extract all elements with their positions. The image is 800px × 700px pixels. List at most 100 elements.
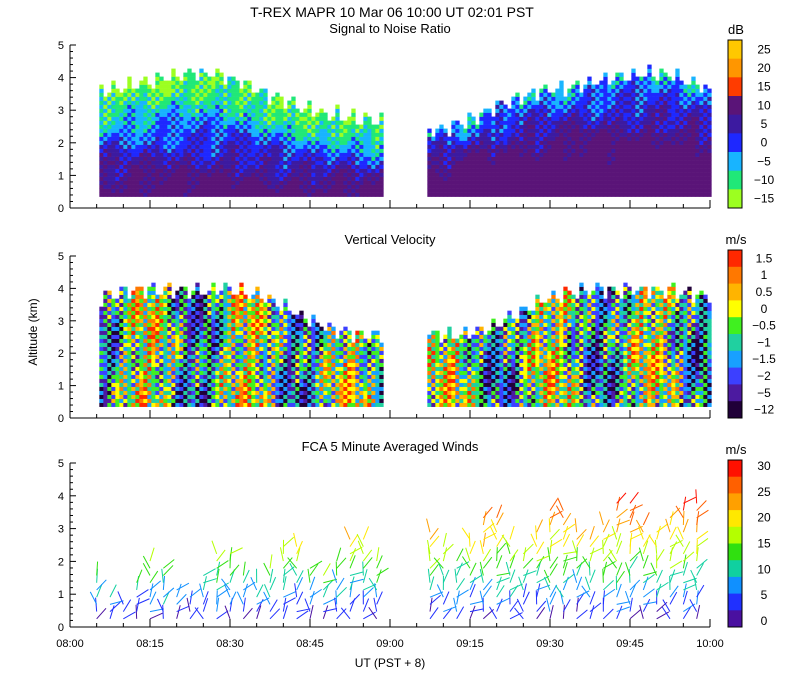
heatmap-cell bbox=[599, 144, 604, 149]
heatmap-cell bbox=[591, 188, 596, 193]
heatmap-cell bbox=[115, 366, 120, 371]
heatmap-cell bbox=[191, 302, 196, 307]
heatmap-cell bbox=[355, 132, 360, 137]
heatmap-cell bbox=[519, 120, 524, 125]
heatmap-cell bbox=[251, 350, 256, 355]
heatmap-cell bbox=[599, 112, 604, 117]
heatmap-cell bbox=[679, 128, 684, 133]
heatmap-cell bbox=[195, 156, 200, 161]
heatmap-cell bbox=[643, 92, 648, 97]
heatmap-cell bbox=[247, 144, 252, 149]
heatmap-cell bbox=[595, 148, 600, 153]
heatmap-cell bbox=[691, 160, 696, 165]
heatmap-cell bbox=[171, 140, 176, 145]
heatmap-cell bbox=[659, 76, 664, 81]
heatmap-cell bbox=[367, 120, 372, 125]
heatmap-cell bbox=[215, 394, 220, 399]
heatmap-cell bbox=[127, 188, 132, 193]
heatmap-cell bbox=[559, 192, 564, 197]
heatmap-cell bbox=[571, 192, 576, 197]
heatmap-cell bbox=[351, 124, 356, 129]
heatmap-cell bbox=[367, 168, 372, 173]
heatmap-cell bbox=[303, 128, 308, 133]
heatmap-cell bbox=[647, 172, 652, 177]
heatmap-cell bbox=[107, 366, 112, 371]
heatmap-cell bbox=[643, 132, 648, 137]
heatmap-cell bbox=[555, 192, 560, 197]
heatmap-cell bbox=[183, 100, 188, 105]
heatmap-cell bbox=[507, 108, 512, 113]
heatmap-cell bbox=[659, 164, 664, 169]
heatmap-cell bbox=[147, 374, 152, 379]
heatmap-cell bbox=[171, 176, 176, 181]
heatmap-cell bbox=[679, 184, 684, 189]
heatmap-cell bbox=[191, 168, 196, 173]
heatmap-cell bbox=[171, 342, 176, 347]
heatmap-cell bbox=[203, 180, 208, 185]
heatmap-cell bbox=[103, 160, 108, 165]
heatmap-cell bbox=[611, 108, 616, 113]
heatmap-cell bbox=[127, 370, 132, 375]
heatmap-cell bbox=[447, 152, 452, 157]
heatmap-cell bbox=[239, 156, 244, 161]
heatmap-cell bbox=[187, 366, 192, 371]
heatmap-cell bbox=[235, 366, 240, 371]
heatmap-cell bbox=[643, 100, 648, 105]
heatmap-cell bbox=[123, 306, 128, 311]
heatmap-cell bbox=[227, 374, 232, 379]
heatmap-cell bbox=[155, 338, 160, 343]
heatmap-cell bbox=[623, 192, 628, 197]
heatmap-cell bbox=[671, 120, 676, 125]
heatmap-cell bbox=[179, 330, 184, 335]
heatmap-cell bbox=[203, 124, 208, 129]
heatmap-cell bbox=[683, 108, 688, 113]
heatmap-cell bbox=[523, 172, 528, 177]
heatmap-cell bbox=[103, 100, 108, 105]
heatmap-cell bbox=[707, 88, 712, 93]
heatmap-cell bbox=[587, 152, 592, 157]
heatmap-cell bbox=[615, 116, 620, 121]
heatmap-cell bbox=[623, 164, 628, 169]
heatmap-cell bbox=[199, 318, 204, 323]
heatmap-cell bbox=[179, 108, 184, 113]
heatmap-cell bbox=[147, 358, 152, 363]
heatmap-cell bbox=[611, 80, 616, 85]
heatmap-cell bbox=[99, 398, 104, 403]
heatmap-cell bbox=[199, 128, 204, 133]
heatmap-cell bbox=[151, 192, 156, 197]
heatmap-cell bbox=[591, 104, 596, 109]
heatmap-cell bbox=[315, 160, 320, 165]
heatmap-cell bbox=[699, 152, 704, 157]
heatmap-cell bbox=[351, 136, 356, 141]
heatmap-cell bbox=[175, 302, 180, 307]
heatmap-cell bbox=[351, 108, 356, 113]
heatmap-cell bbox=[579, 132, 584, 137]
heatmap-cell bbox=[267, 160, 272, 165]
heatmap-cell bbox=[311, 132, 316, 137]
heatmap-cell bbox=[255, 120, 260, 125]
heatmap-cell bbox=[303, 108, 308, 113]
heatmap-cell bbox=[231, 128, 236, 133]
heatmap-cell bbox=[683, 128, 688, 133]
heatmap-cell bbox=[239, 394, 244, 399]
heatmap-cell bbox=[199, 184, 204, 189]
heatmap-cell bbox=[675, 76, 680, 81]
heatmap-cell bbox=[567, 176, 572, 181]
heatmap-cell bbox=[251, 330, 256, 335]
heatmap-cell bbox=[631, 116, 636, 121]
heatmap-cell bbox=[519, 168, 524, 173]
heatmap-cell bbox=[491, 184, 496, 189]
heatmap-cell bbox=[239, 374, 244, 379]
heatmap-cell bbox=[147, 108, 152, 113]
heatmap-cell bbox=[539, 112, 544, 117]
heatmap-cell bbox=[127, 358, 132, 363]
heatmap-cell bbox=[703, 188, 708, 193]
heatmap-cell bbox=[151, 290, 156, 295]
heatmap-cell bbox=[491, 180, 496, 185]
heatmap-cell bbox=[223, 326, 228, 331]
heatmap-cell bbox=[99, 104, 104, 109]
heatmap-cell bbox=[131, 382, 136, 387]
heatmap-cell bbox=[263, 156, 268, 161]
heatmap-cell bbox=[467, 128, 472, 133]
heatmap-cell bbox=[255, 342, 260, 347]
